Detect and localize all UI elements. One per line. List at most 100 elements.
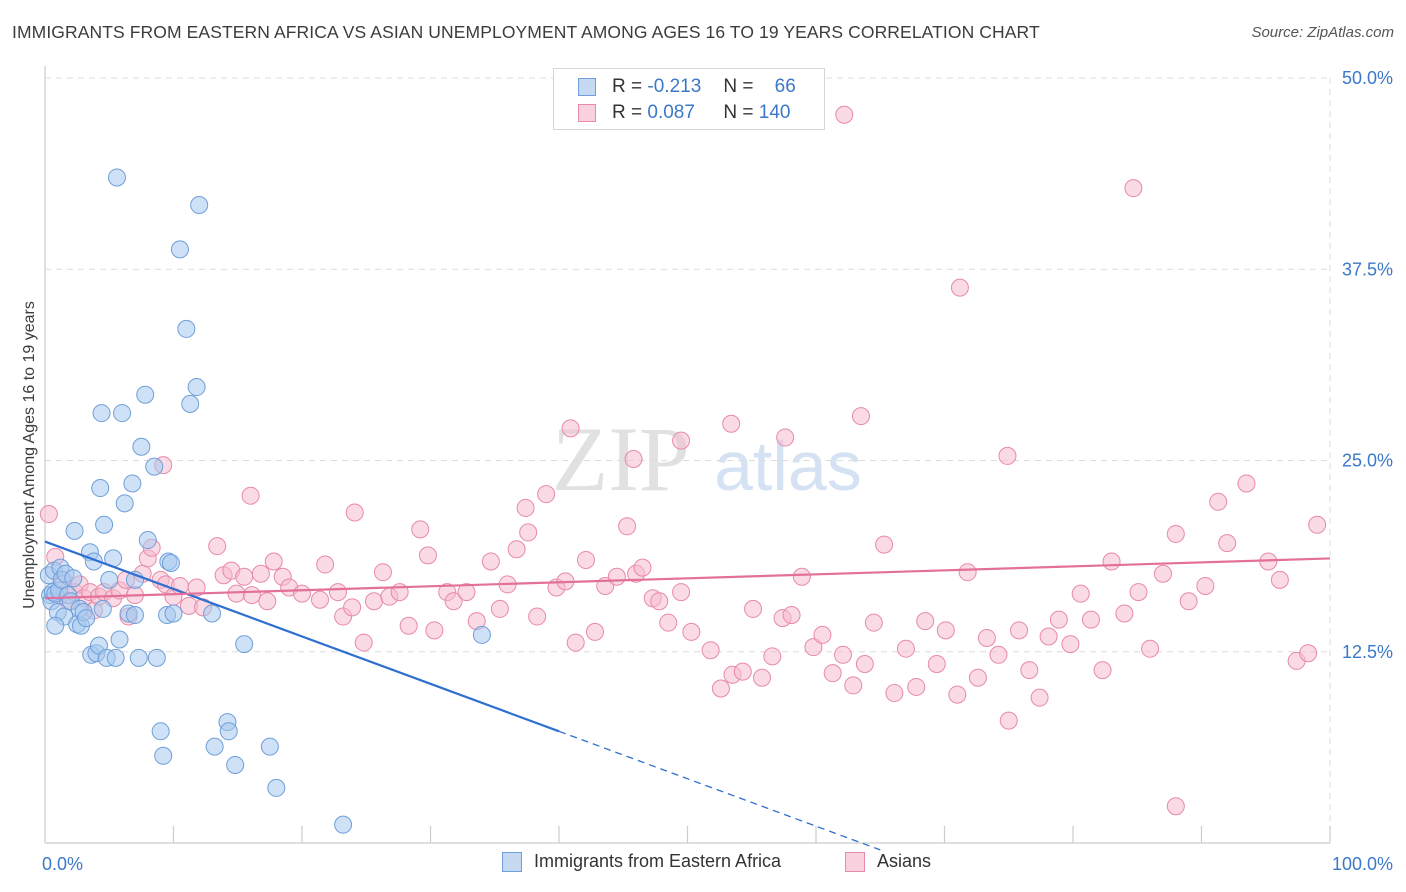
series-legend: Immigrants from Eastern Africa Asians <box>0 851 1406 877</box>
asians-point <box>264 552 283 571</box>
asians-point <box>1039 627 1058 646</box>
asians-point <box>711 679 730 698</box>
source-credit: Source: ZipAtlas.com <box>1251 24 1394 41</box>
asians-point <box>624 449 643 468</box>
asians-point <box>399 616 418 635</box>
legend-label: Immigrants from Eastern Africa <box>534 851 782 871</box>
asians-point <box>1124 179 1143 198</box>
asians-point <box>1102 552 1121 571</box>
asians-point <box>896 639 915 658</box>
legend-r-value: 0.087 <box>647 102 695 123</box>
asians-point <box>763 647 782 666</box>
asians-point <box>418 546 437 565</box>
asians-point <box>804 638 823 657</box>
asians-point <box>1129 583 1148 602</box>
asians-point <box>425 621 444 640</box>
eastern-africa-point <box>226 755 245 774</box>
asians-point <box>650 592 669 611</box>
eastern-africa-point <box>93 599 112 618</box>
eastern-africa-point <box>177 319 196 338</box>
asians-point <box>977 628 996 647</box>
tick-labels: 12.5% 25.0% 37.5% 50.0% 0.0% 100.0% <box>42 68 1393 874</box>
asians-point <box>258 592 277 611</box>
asians-point <box>733 662 752 681</box>
asians-point <box>958 563 977 582</box>
asians-point <box>998 446 1017 465</box>
asians-point <box>457 583 476 602</box>
asians-point <box>633 558 652 577</box>
asians-point <box>916 612 935 631</box>
x-tick-label: 0.0% <box>42 854 83 874</box>
asians-point <box>1270 570 1289 589</box>
asians-point <box>875 535 894 554</box>
asians-point <box>1209 492 1228 511</box>
asians-point <box>792 567 811 586</box>
asians-point <box>855 654 874 673</box>
eastern-africa-point <box>107 168 126 187</box>
asians-point <box>1020 661 1039 680</box>
asians-point <box>1081 610 1100 629</box>
legend-item-asians[interactable]: Asians <box>845 851 931 872</box>
asians-point <box>1308 515 1327 534</box>
asians-point <box>1141 639 1160 658</box>
asians-point <box>753 668 772 687</box>
legend-r-value: -0.213 <box>647 76 702 97</box>
eastern-africa-trend-extension <box>558 730 881 851</box>
asians-point <box>444 592 463 611</box>
asians-point <box>1010 621 1029 640</box>
eastern-africa-point <box>125 606 144 625</box>
asians-point <box>343 598 362 617</box>
asians-point <box>1166 524 1185 543</box>
asians-point <box>1196 576 1215 595</box>
eastern-africa-point <box>190 195 209 214</box>
y-tick-label: 50.0% <box>1342 68 1393 88</box>
legend-row-eastern-africa: R = -0.213 N = 66 <box>578 74 796 100</box>
eastern-africa-point <box>170 240 189 259</box>
asians-point <box>1153 564 1172 583</box>
asians-point <box>235 567 254 586</box>
eastern-africa-point <box>203 604 222 623</box>
asians-point <box>1030 688 1049 707</box>
asians-point <box>227 584 246 603</box>
axes <box>44 66 1331 844</box>
eastern-africa-point <box>91 479 110 498</box>
asians-point <box>936 621 955 640</box>
eastern-africa-point <box>154 746 173 765</box>
eastern-africa-point <box>113 404 132 423</box>
asians-point <box>208 537 227 556</box>
asians-point <box>659 613 678 632</box>
legend-swatch-blue <box>502 851 522 872</box>
legend-label: Asians <box>877 851 932 871</box>
asians-point <box>39 505 58 524</box>
asians-point <box>516 498 535 517</box>
asians-point <box>242 586 261 605</box>
asians-point <box>411 520 430 539</box>
asians-point <box>490 599 509 618</box>
asians-point <box>776 428 795 447</box>
asians-point <box>293 584 311 603</box>
legend-item-eastern-africa[interactable]: Immigrants from Eastern Africa <box>502 851 781 872</box>
asians-point <box>364 592 383 611</box>
asians-point <box>782 606 801 625</box>
asians-point <box>607 567 626 586</box>
zipatlas-watermark: ZIP atlas <box>552 408 862 510</box>
asians-point <box>585 622 604 641</box>
y-tick-label: 25.0% <box>1342 451 1393 471</box>
asians-point <box>1179 592 1198 611</box>
eastern-africa-point <box>46 616 65 635</box>
eastern-africa-point <box>145 457 164 476</box>
asians-point <box>968 668 987 687</box>
eastern-africa-point <box>138 531 157 550</box>
x-tick-label: 100.0% <box>1332 854 1393 874</box>
asians-point <box>999 711 1018 730</box>
asians-point <box>187 578 206 597</box>
asians-point <box>345 503 364 522</box>
eastern-africa-point <box>181 394 200 413</box>
asians-point <box>927 654 946 673</box>
eastern-africa-trend-line <box>44 540 560 733</box>
legend-n-label: N = <box>723 76 754 97</box>
asians-point <box>813 625 832 644</box>
asians-point <box>316 555 335 574</box>
y-tick-label: 12.5% <box>1342 642 1393 662</box>
